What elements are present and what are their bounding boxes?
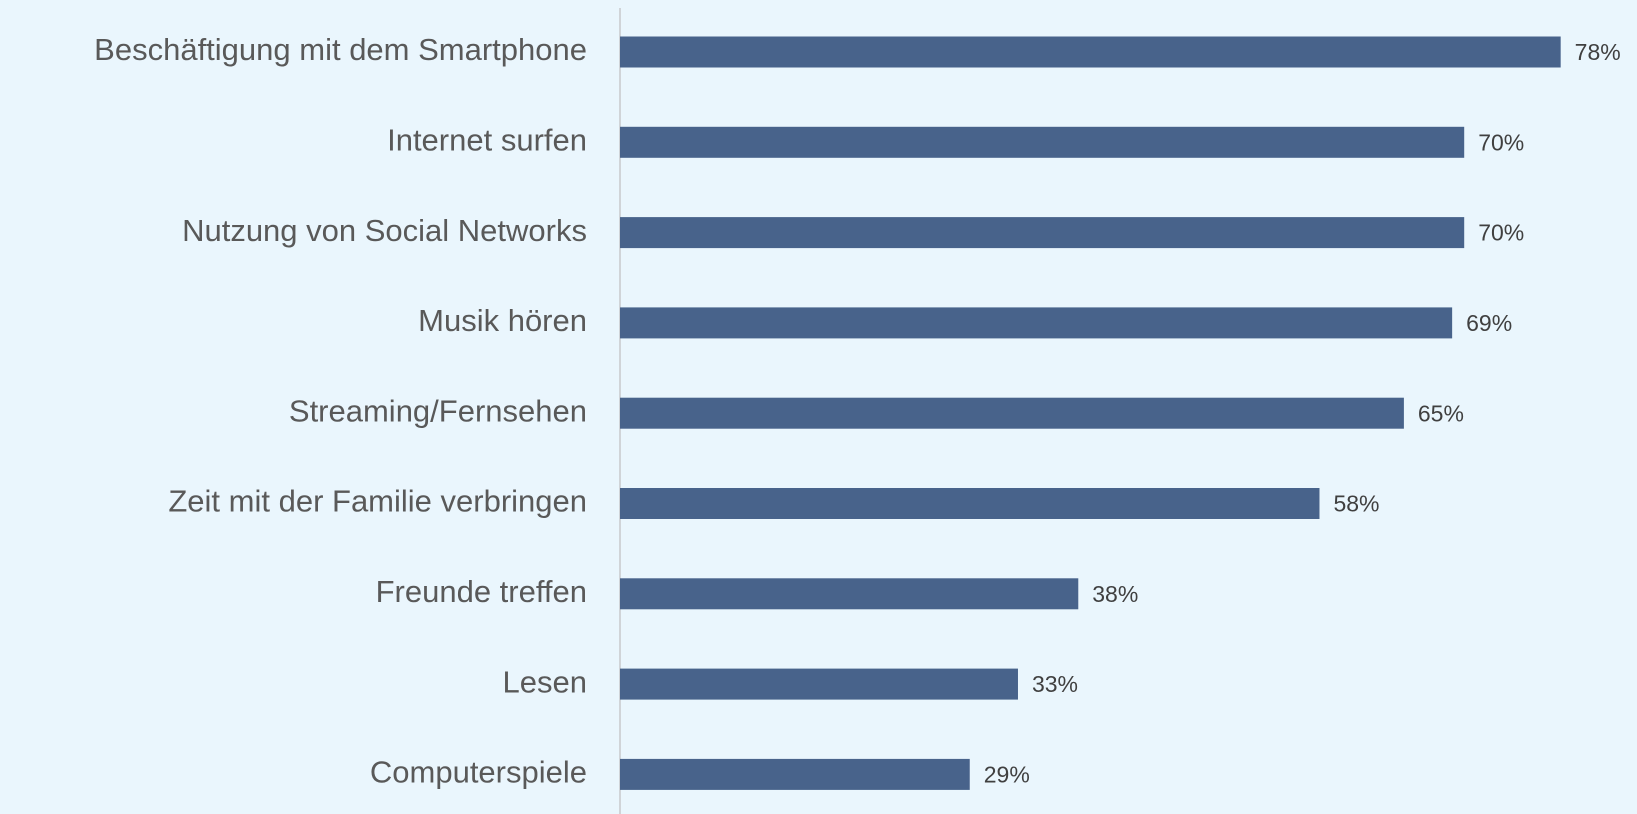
value-label: 78% bbox=[1575, 39, 1621, 65]
bar bbox=[620, 668, 1018, 700]
bar bbox=[620, 758, 970, 790]
value-label: 69% bbox=[1466, 310, 1512, 336]
bar bbox=[620, 217, 1465, 249]
bar bbox=[620, 397, 1404, 429]
value-label: 70% bbox=[1478, 220, 1524, 246]
category-label: Streaming/Fernsehen bbox=[289, 393, 587, 428]
bar bbox=[620, 578, 1079, 610]
value-label: 70% bbox=[1478, 129, 1524, 155]
bar bbox=[620, 126, 1465, 158]
category-label: Zeit mit der Familie verbringen bbox=[168, 484, 587, 519]
category-label: Nutzung von Social Networks bbox=[182, 213, 587, 248]
value-label: 38% bbox=[1092, 581, 1138, 607]
category-label: Freunde treffen bbox=[376, 574, 587, 609]
category-label: Computerspiele bbox=[370, 755, 587, 790]
category-label: Internet surfen bbox=[387, 122, 587, 157]
value-label: 29% bbox=[984, 761, 1030, 787]
value-label: 65% bbox=[1418, 400, 1464, 426]
value-label: 58% bbox=[1333, 491, 1379, 517]
bar bbox=[620, 307, 1453, 339]
category-label: Lesen bbox=[503, 664, 587, 699]
category-label: Beschäftigung mit dem Smartphone bbox=[94, 32, 587, 67]
category-label: Musik hören bbox=[418, 303, 587, 338]
value-label: 33% bbox=[1032, 671, 1078, 697]
bar bbox=[620, 36, 1561, 68]
bar bbox=[620, 488, 1320, 519]
